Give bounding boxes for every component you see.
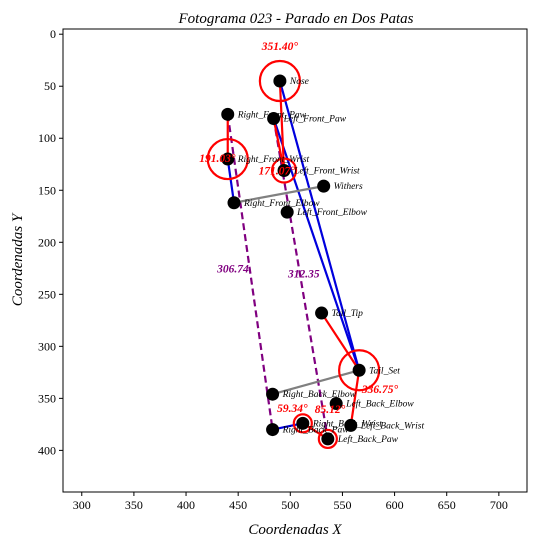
keypoint-label: Right_Front_Elbow — [243, 199, 320, 209]
plot-frame — [62, 28, 528, 493]
skeleton-segment-red — [349, 369, 361, 427]
keypoint-marker — [266, 387, 280, 401]
skeleton-segment-red — [320, 311, 361, 372]
keypoint-marker — [277, 164, 291, 178]
dashed-distance-line — [272, 118, 329, 440]
angle-label: 59.34° — [277, 403, 308, 415]
angle-label: 191.03° — [199, 153, 236, 165]
keypoint-label: Right_Front_Paw — [237, 110, 307, 120]
distance-label: 306.74 — [216, 263, 249, 275]
y-tick-label: 400 — [38, 443, 56, 457]
keypoint-label: Left_Front_Wrist — [293, 166, 360, 177]
keypoint-marker — [352, 363, 366, 377]
keypoint-marker — [317, 179, 331, 193]
angle-circle — [258, 59, 301, 103]
y-tick-label: 300 — [38, 339, 56, 353]
keypoint-label: Right_Back_Paw — [282, 426, 350, 436]
angle-label: 336.75° — [361, 384, 399, 396]
y-tick-label: 100 — [38, 131, 56, 145]
x-tick-label: 350 — [125, 498, 143, 512]
x-axis-label: Coordenadas X — [248, 522, 342, 538]
keypoint-marker — [221, 107, 235, 121]
keypoint-label: Right_Back_Wrist — [312, 419, 382, 429]
keypoint-marker — [329, 397, 343, 411]
keypoint-marker — [321, 432, 335, 446]
y-tick-label: 250 — [38, 287, 56, 301]
keypoint-label: Left_Front_Paw — [283, 113, 347, 124]
angle-circle — [206, 137, 249, 181]
keypoint-marker — [280, 205, 294, 219]
x-tick-label: 400 — [177, 498, 195, 512]
angle-circle — [292, 413, 313, 434]
skeleton-segment-blue — [272, 117, 361, 372]
skeleton-segment-red — [278, 79, 286, 172]
keypoint-label: Left_Front_Elbow — [296, 207, 368, 218]
skeleton-segment-red — [272, 117, 286, 172]
dashed-distance-line — [226, 114, 274, 430]
keypoint-label: Left_Back_Paw — [337, 434, 399, 445]
x-tick-label: 450 — [229, 498, 247, 512]
y-tick-label: 200 — [38, 235, 56, 249]
keypoint-marker — [296, 416, 310, 430]
keypoint-marker — [273, 74, 287, 88]
skeleton-segment-gray — [271, 369, 361, 396]
y-tick-label: 150 — [38, 183, 56, 197]
keypoint-label: Nose — [289, 77, 309, 87]
x-tick-label: 600 — [386, 498, 404, 512]
keypoint-marker — [227, 196, 241, 210]
x-tick-label: 700 — [490, 498, 508, 512]
angle-circle — [317, 428, 338, 450]
keypoint-label: Right_Front_Wrist — [237, 155, 310, 165]
keypoint-label: Withers — [334, 182, 363, 192]
keypoint-label: Left_Back_Elbow — [345, 399, 414, 410]
angle-circle — [338, 349, 381, 392]
keypoint-label: Right_Back_Elbow — [282, 390, 357, 400]
x-tick-label: 300 — [73, 498, 91, 512]
angle-label: 85.12° — [315, 404, 346, 416]
keypoint-marker — [344, 418, 358, 432]
skeleton-segment-gray — [232, 185, 325, 204]
keypoint-label: Tail_Tip — [332, 309, 364, 319]
keypoint-marker — [221, 152, 235, 166]
keypoint-label: Tail_Set — [369, 366, 400, 376]
y-tick-label: 0 — [50, 27, 56, 41]
keypoint-marker — [266, 423, 280, 437]
keypoint-marker — [315, 306, 329, 320]
chart-title: Fotograma 023 - Parado en Dos Patas — [178, 11, 414, 27]
x-tick-label: 550 — [333, 498, 351, 512]
skeleton-segment-blue — [226, 157, 236, 204]
axes: 300 350 400 450 500 550 600 650 700 0 50 100 150 200 2… — [38, 27, 508, 512]
y-tick-label: 350 — [38, 391, 56, 405]
angle-label: 351.40° — [261, 41, 299, 53]
y-tick-label: 50 — [44, 79, 56, 93]
angle-label: 171.07° — [259, 166, 296, 178]
y-axis-label: Coordenadas Y — [10, 212, 26, 306]
x-tick-label: 650 — [438, 498, 456, 512]
skeleton-segment-blue — [278, 79, 361, 372]
keypoint-marker — [267, 111, 281, 125]
angle-circle — [270, 157, 298, 184]
distance-label: 312.35 — [287, 269, 320, 281]
x-tick-label: 500 — [281, 498, 299, 512]
keypoint-label: Left_Back_Wrist — [360, 420, 425, 431]
